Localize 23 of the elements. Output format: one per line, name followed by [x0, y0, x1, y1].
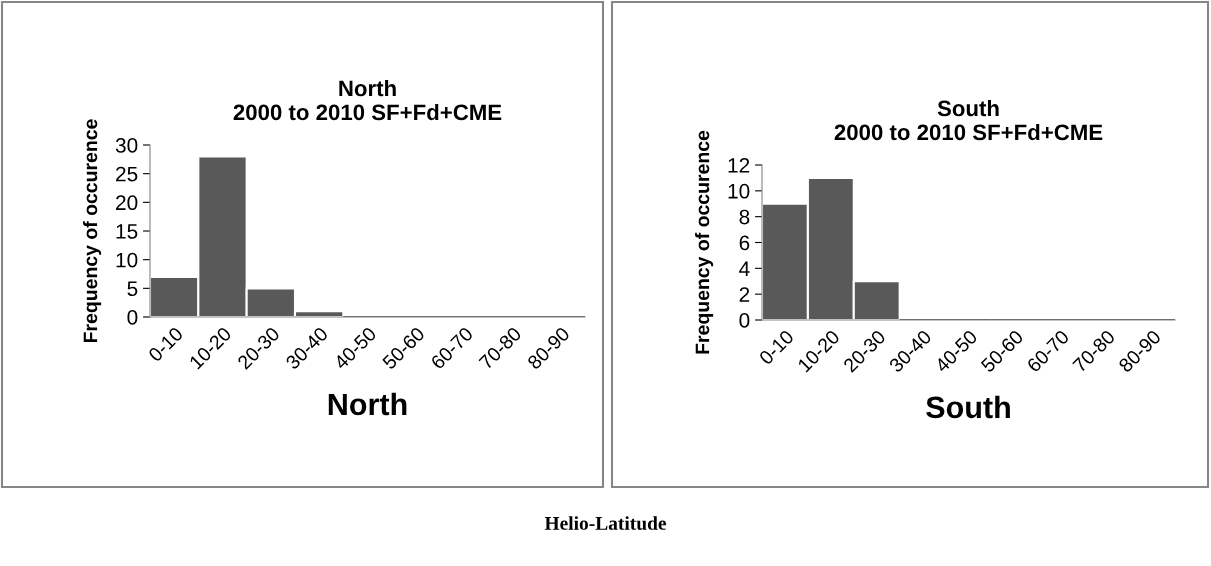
- y-axis-title: Frequency of occurence: [83, 119, 102, 343]
- y-tick-label: 20: [116, 195, 138, 211]
- text: Helio-Latitude: [544, 516, 667, 530]
- y-tick-label: 5: [127, 281, 138, 297]
- y-tick-label: 10: [116, 252, 138, 268]
- x-tick-label: 0-10: [758, 329, 795, 366]
- y-tick-label: 2: [739, 287, 750, 302]
- y-tick-label: 10: [728, 183, 750, 199]
- chart-title: South 2000 to 2010 SF+Fd+CME: [834, 99, 1103, 141]
- x-tick-label: 0-10: [147, 326, 184, 363]
- y-tick-label: 8: [739, 209, 750, 225]
- chart-title: North 2000 to 2010 SF+Fd+CME: [233, 79, 502, 121]
- y-tick-label: 4: [739, 261, 750, 276]
- y-tick-label: 30: [115, 138, 138, 153]
- y-tick-label: 12: [728, 158, 750, 173]
- y-tick-label: 25: [116, 166, 138, 182]
- y-axis-title: Frequency of occurence: [695, 130, 714, 354]
- x-axis-title: South: [926, 395, 1010, 419]
- y-tick-label: 6: [739, 235, 750, 251]
- y-tick-label: 15: [116, 224, 138, 239]
- x-axis-title: North: [328, 392, 407, 416]
- y-tick-label: 0: [739, 313, 750, 328]
- y-tick-label: 0: [127, 310, 138, 325]
